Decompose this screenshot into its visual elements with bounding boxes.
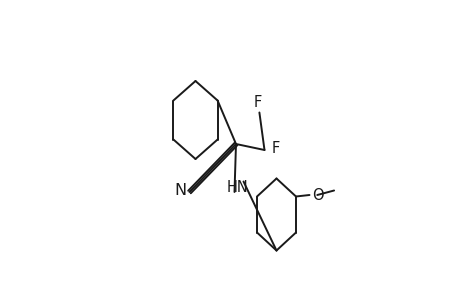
Text: N: N bbox=[174, 183, 186, 198]
Text: F: F bbox=[271, 141, 280, 156]
Text: F: F bbox=[253, 95, 262, 110]
Text: O: O bbox=[312, 188, 324, 202]
Text: HN: HN bbox=[226, 180, 248, 195]
